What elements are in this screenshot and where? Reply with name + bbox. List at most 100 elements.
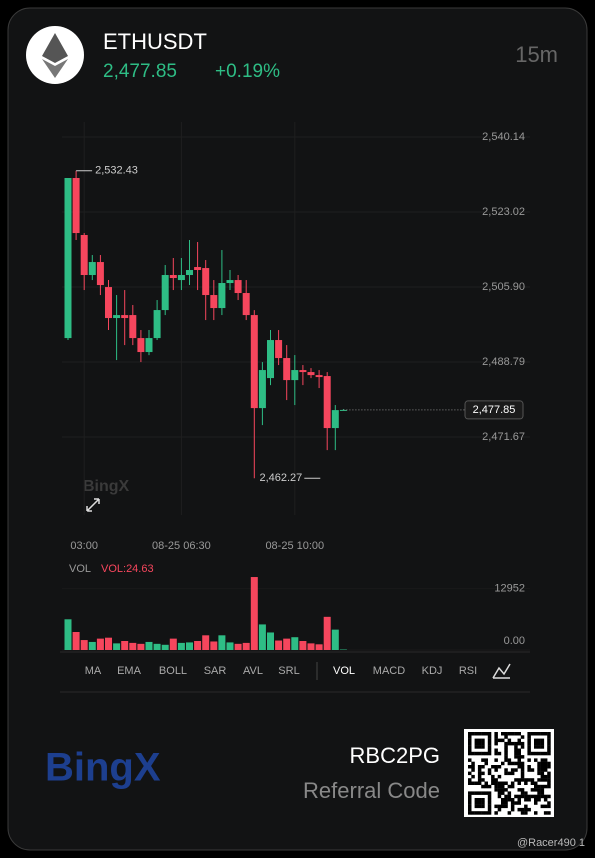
- chart-icon[interactable]: [492, 663, 511, 679]
- volume-bar: [72, 631, 80, 650]
- volume-bar: [202, 635, 210, 650]
- qr-module: [527, 765, 531, 769]
- qr-module: [547, 741, 551, 746]
- qr-module: [501, 732, 505, 736]
- qr-module: [517, 748, 521, 752]
- qr-module: [534, 758, 538, 762]
- qr-module: [497, 774, 502, 779]
- qr-module: [547, 778, 551, 782]
- qr-module: [530, 788, 535, 792]
- candle-body: [72, 177, 80, 234]
- qr-module: [517, 761, 521, 766]
- indicator-tab[interactable]: KDJ: [422, 665, 443, 677]
- qr-module: [481, 811, 485, 815]
- qr-module: [547, 781, 551, 785]
- expand-icon[interactable]: [86, 498, 100, 512]
- qr-module: [494, 778, 498, 782]
- qr-module: [491, 778, 495, 782]
- qr-module: [520, 791, 525, 795]
- indicator-tab[interactable]: AVL: [243, 665, 263, 677]
- candle-body: [331, 410, 339, 429]
- indicator-tab[interactable]: BOLL: [159, 665, 187, 677]
- card: [7, 7, 588, 851]
- qr-module: [543, 804, 548, 809]
- qr-module: [524, 798, 528, 802]
- qr-module: [543, 811, 548, 815]
- indicator-tab[interactable]: MACD: [373, 665, 405, 677]
- indicator-tab[interactable]: RSI: [459, 665, 477, 677]
- candle-body: [299, 370, 307, 373]
- qr-module: [477, 774, 482, 779]
- indicator-tab[interactable]: SRL: [278, 665, 299, 677]
- qr-module: [527, 741, 531, 746]
- qr-module: [468, 794, 472, 799]
- qr-module: [487, 811, 492, 815]
- qr-module: [504, 732, 508, 736]
- indicator-tab[interactable]: VOL: [333, 665, 355, 677]
- qr-module: [481, 745, 485, 749]
- qr-module: [501, 804, 505, 809]
- volume-bar: [291, 637, 299, 650]
- candle-body: [242, 293, 250, 316]
- min-label: 2,462.27: [259, 472, 302, 484]
- qr-module: [484, 791, 488, 795]
- indicator-tab[interactable]: SAR: [204, 665, 227, 677]
- watermark: BingX: [83, 478, 130, 495]
- volume-bar: [299, 640, 307, 650]
- qr-module: [527, 735, 531, 739]
- volume-bar: [105, 637, 112, 650]
- qr-module: [468, 758, 472, 762]
- qr-module: [510, 732, 515, 736]
- qr-module: [517, 801, 521, 805]
- volume-bar: [307, 643, 315, 650]
- qr-module: [537, 784, 541, 789]
- qr-module: [510, 804, 515, 809]
- qr-module: [494, 758, 498, 762]
- volume-bar: [275, 640, 283, 650]
- qr-module: [530, 751, 535, 756]
- qr-module: [537, 798, 541, 802]
- qr-module: [520, 741, 525, 746]
- qr-module: [471, 791, 475, 795]
- qr-module: [520, 807, 525, 812]
- qr-module: [534, 745, 538, 749]
- qr-module: [481, 798, 485, 802]
- vol-title: VOL: [69, 563, 91, 575]
- qr-module: [507, 758, 512, 762]
- change: +0.19%: [215, 61, 280, 82]
- volume-bar: [210, 641, 218, 650]
- qr-module: [484, 811, 488, 815]
- qr-module: [540, 741, 545, 746]
- qr-module: [507, 791, 512, 795]
- qr-module: [543, 765, 548, 769]
- qr-module: [540, 791, 545, 795]
- qr-module: [507, 741, 512, 746]
- qr-module: [497, 765, 502, 769]
- volume-bar: [194, 640, 202, 650]
- qr-module: [494, 735, 498, 739]
- qr-module: [527, 738, 531, 743]
- qr-module: [530, 778, 535, 782]
- qr-module: [504, 745, 508, 749]
- qr-module: [474, 791, 479, 795]
- qr-module: [537, 738, 541, 743]
- qr-module: [547, 735, 551, 739]
- qr-module: [547, 751, 551, 756]
- qr-module: [501, 798, 505, 802]
- qr-module: [494, 784, 498, 789]
- qr-module: [540, 804, 545, 809]
- qr-module: [517, 798, 521, 802]
- qr-module: [530, 794, 535, 799]
- qr-module: [504, 751, 508, 756]
- qr-module: [540, 751, 545, 756]
- indicator-tab[interactable]: EMA: [117, 665, 142, 677]
- qr-module: [477, 738, 482, 743]
- indicator-tab[interactable]: MA: [85, 665, 102, 677]
- qr-module: [494, 738, 498, 743]
- qr-module: [471, 811, 475, 815]
- qr-module: [507, 761, 512, 766]
- qr-module: [494, 741, 498, 746]
- qr-module: [507, 732, 512, 736]
- qr-module: [543, 784, 548, 789]
